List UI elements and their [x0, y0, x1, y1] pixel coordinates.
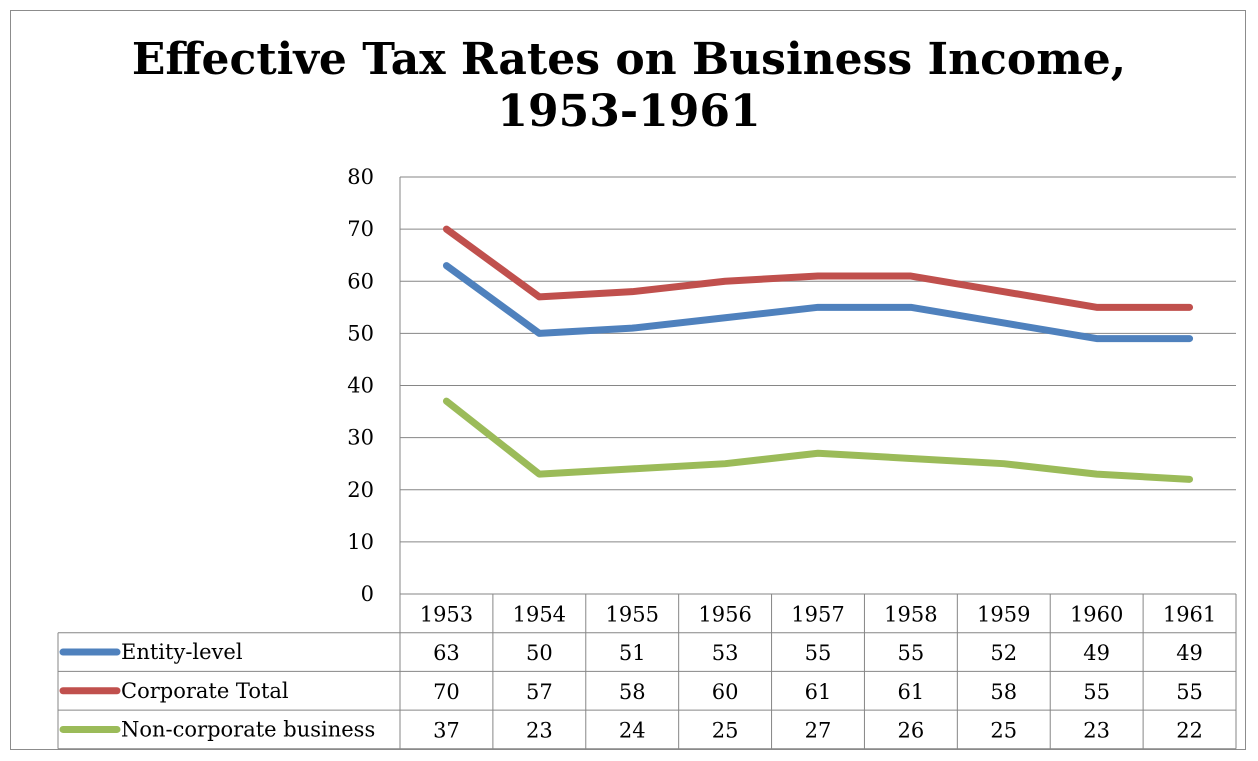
x-tick-label: 1960: [1070, 602, 1123, 626]
data-table-value: 70: [433, 680, 460, 704]
data-table-value: 55: [1176, 680, 1203, 704]
x-tick-label: 1957: [791, 602, 844, 626]
data-table-value: 58: [619, 680, 646, 704]
data-table-value: 58: [990, 680, 1017, 704]
series-line-2: [442, 397, 1194, 483]
data-table-value: 25: [712, 718, 739, 742]
data-table-value: 55: [1083, 680, 1110, 704]
y-tick-label: 20: [347, 478, 374, 502]
data-table-value: 55: [805, 641, 832, 665]
data-table-value: 53: [712, 641, 739, 665]
data-table-value: 57: [526, 680, 553, 704]
chart-title-line-1: Effective Tax Rates on Business Income,: [131, 34, 1127, 85]
chart-title-line-2: 1953-1961: [497, 86, 761, 137]
x-tick-label: 1956: [698, 602, 751, 626]
x-tick-label: 1953: [420, 602, 473, 626]
x-tick-label: 1961: [1163, 602, 1216, 626]
data-table-value: 25: [990, 718, 1017, 742]
data-table-value: 22: [1176, 718, 1203, 742]
data-table-value: 51: [619, 641, 646, 665]
chart-title: Effective Tax Rates on Business Income, …: [0, 34, 1258, 138]
y-tick-label: 40: [347, 374, 374, 398]
series-line-0: [442, 262, 1194, 343]
y-tick-label: 80: [347, 165, 374, 189]
series-line-1: [442, 225, 1194, 311]
legend-label: Non-corporate business: [121, 717, 375, 741]
y-tick-label: 30: [347, 426, 374, 450]
y-tick-label: 60: [347, 269, 374, 293]
data-table-value: 49: [1083, 641, 1110, 665]
x-tick-label: 1955: [605, 602, 658, 626]
data-table-value: 60: [712, 680, 739, 704]
x-tick-label: 1954: [513, 602, 566, 626]
legend-label: Entity-level: [121, 640, 243, 664]
data-table-value: 52: [990, 641, 1017, 665]
data-table-value: 24: [619, 718, 646, 742]
data-table-value: 63: [433, 641, 460, 665]
data-table-value: 55: [898, 641, 925, 665]
data-table-value: 61: [898, 680, 925, 704]
x-tick-label: 1958: [884, 602, 937, 626]
data-table-value: 26: [898, 718, 925, 742]
y-tick-label: 10: [347, 530, 374, 554]
data-table-value: 50: [526, 641, 553, 665]
data-table-value: 23: [1083, 718, 1110, 742]
data-table-value: 37: [433, 718, 460, 742]
y-tick-label: 50: [347, 321, 374, 345]
x-tick-label: 1959: [977, 602, 1030, 626]
data-table-value: 27: [805, 718, 832, 742]
data-table-value: 61: [805, 680, 832, 704]
y-tick-label: 0: [361, 582, 374, 606]
data-table-value: 49: [1176, 641, 1203, 665]
legend-label: Corporate Total: [121, 679, 289, 703]
data-table-value: 23: [526, 718, 553, 742]
chart-frame: [10, 10, 1246, 750]
y-tick-label: 70: [347, 217, 374, 241]
